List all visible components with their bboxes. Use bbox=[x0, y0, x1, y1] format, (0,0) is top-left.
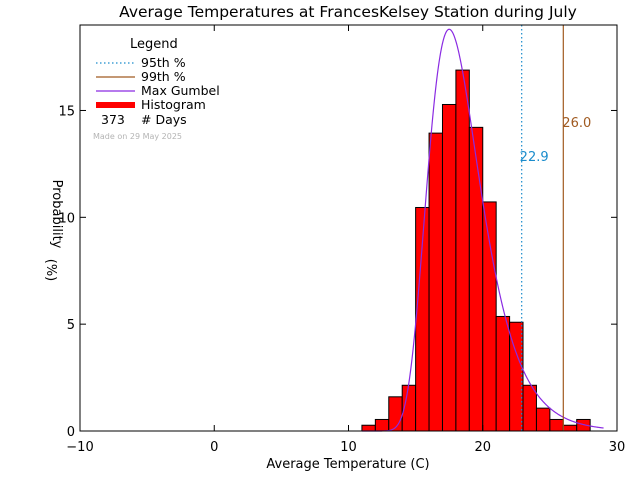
y-tick-label: 0 bbox=[67, 425, 75, 440]
histogram-bar bbox=[562, 424, 578, 432]
y-axis-unit: (%) bbox=[43, 259, 58, 282]
chart-title: Average Temperatures at FrancesKelsey St… bbox=[119, 3, 577, 21]
y-tick-label: 5 bbox=[67, 318, 75, 333]
y-tick-label: 15 bbox=[58, 104, 75, 119]
days-label: # Days bbox=[141, 112, 187, 127]
histogram-bar bbox=[388, 396, 403, 432]
histogram-bar bbox=[441, 103, 457, 432]
histogram-bar bbox=[482, 201, 497, 432]
histogram-bar bbox=[374, 418, 390, 432]
legend-label-histogram: Histogram bbox=[141, 97, 206, 112]
y-tick-label: 10 bbox=[58, 211, 75, 226]
p95-label: 22.9 bbox=[520, 150, 549, 165]
y-axis: 0 5 10 15 bbox=[58, 104, 617, 440]
p99-label: 26.0 bbox=[562, 116, 591, 131]
histogram-bar bbox=[495, 315, 511, 432]
legend-title: Legend bbox=[130, 37, 178, 52]
legend-label-p99: 99th % bbox=[141, 69, 186, 84]
x-tick-label: −10 bbox=[66, 440, 93, 455]
x-axis-label: Average Temperature (C) bbox=[266, 457, 429, 472]
histogram-bar bbox=[522, 384, 537, 432]
x-axis: −10 0 10 20 30 bbox=[66, 25, 625, 455]
y-axis-label: Probability bbox=[49, 180, 64, 249]
legend-label-p95: 95th % bbox=[141, 55, 186, 70]
histogram-bars bbox=[361, 69, 591, 432]
histogram-bar bbox=[535, 407, 551, 432]
legend: Legend 95th % 99th % Max Gumbel Histogra… bbox=[93, 37, 220, 141]
percentile-lines: 22.9 26.0 bbox=[520, 25, 591, 431]
x-tick-label: 0 bbox=[210, 440, 218, 455]
histogram-bar bbox=[549, 418, 564, 432]
days-count: 373 bbox=[101, 112, 125, 127]
x-tick-label: 30 bbox=[609, 440, 626, 455]
x-tick-label: 20 bbox=[474, 440, 491, 455]
histogram-bar bbox=[428, 132, 443, 432]
legend-label-gumbel: Max Gumbel bbox=[141, 83, 220, 98]
histogram-bar bbox=[468, 126, 484, 432]
histogram-bar bbox=[455, 69, 470, 432]
histogram-bar bbox=[361, 424, 376, 432]
made-on-note: Made on 29 May 2025 bbox=[93, 132, 182, 141]
x-tick-label: 10 bbox=[340, 440, 357, 455]
